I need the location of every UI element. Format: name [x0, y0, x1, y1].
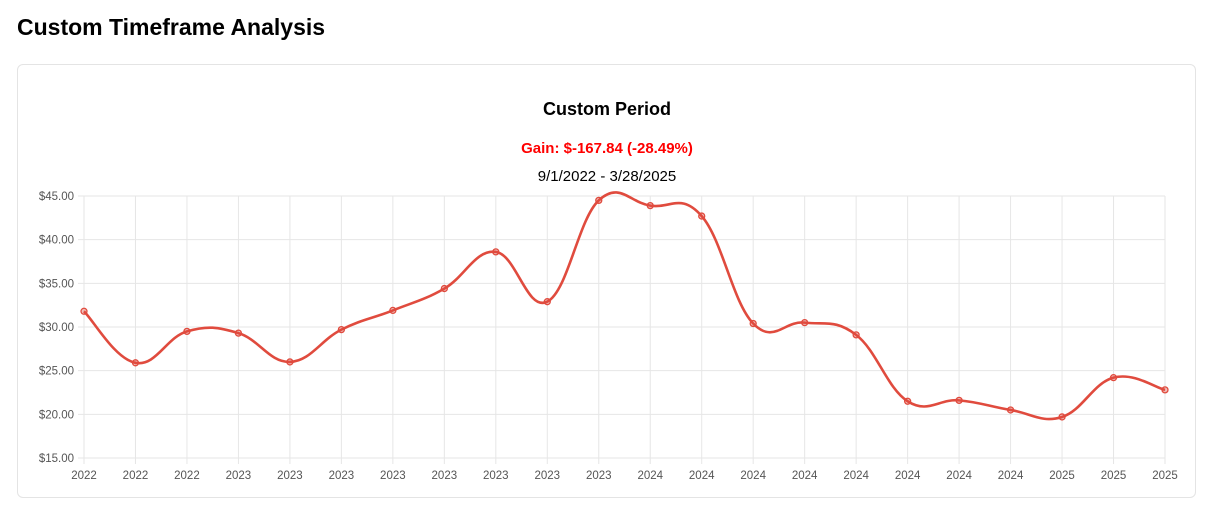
x-tick-label: 2024	[843, 470, 869, 482]
x-tick-label: 2023	[534, 470, 560, 482]
data-point[interactable]	[1109, 374, 1118, 382]
x-tick-label: 2022	[174, 470, 200, 482]
data-point[interactable]	[1058, 413, 1066, 421]
data-point[interactable]	[698, 212, 706, 220]
x-tick-label: 2025	[1101, 470, 1127, 482]
x-tick-label: 2024	[895, 470, 921, 482]
x-tick-label: 2025	[1152, 470, 1178, 482]
plot-area: $15.00 $20.00 $25.00 $30.00 $35.00 $40.00 $45.…	[39, 191, 1178, 482]
x-tick-label: 2022	[71, 470, 97, 482]
data-point[interactable]	[440, 284, 448, 293]
x-tick-label: 2024	[998, 470, 1024, 482]
data-point[interactable]	[183, 327, 191, 336]
x-tick-label: 2023	[432, 470, 458, 482]
data-point[interactable]	[80, 307, 88, 315]
y-tick-label: $15.00	[39, 453, 74, 465]
data-point[interactable]	[234, 329, 243, 337]
x-tick-label: 2022	[123, 470, 149, 482]
data-point[interactable]	[646, 201, 654, 210]
data-point[interactable]	[749, 319, 757, 328]
y-tick-label: $40.00	[39, 235, 74, 247]
series-line	[83, 191, 1166, 421]
y-tick-label: $25.00	[39, 366, 74, 378]
x-tick-label: 2023	[277, 470, 303, 482]
data-point[interactable]	[389, 306, 397, 315]
x-tick-label: 2024	[637, 470, 663, 482]
data-point[interactable]	[801, 318, 809, 327]
data-point[interactable]	[852, 331, 860, 339]
date-range: 9/1/2022 - 3/28/2025	[538, 168, 676, 185]
x-tick-label: 2024	[792, 470, 818, 482]
data-point[interactable]	[492, 248, 500, 256]
page-title: Custom Timeframe Analysis	[17, 14, 326, 40]
data-point[interactable]	[903, 397, 912, 405]
data-point[interactable]	[337, 325, 346, 334]
y-tick-label: $35.00	[39, 278, 74, 290]
x-tick-label: 2023	[483, 470, 509, 482]
x-tick-label: 2023	[586, 470, 612, 482]
data-point[interactable]	[1006, 406, 1015, 414]
x-tick-label: 2023	[226, 470, 252, 482]
x-tick-label: 2023	[329, 470, 355, 482]
chart-card: Custom Period Gain: $-167.84 (-28.49%) 9…	[17, 64, 1196, 498]
data-point[interactable]	[131, 359, 140, 367]
x-tick-label: 2025	[1049, 470, 1075, 482]
data-point[interactable]	[543, 298, 551, 306]
x-tick-label: 2024	[689, 470, 715, 482]
line-chart: Custom Period Gain: $-167.84 (-28.49%) 9…	[39, 99, 1178, 482]
data-point[interactable]	[1161, 386, 1169, 394]
gain-summary: Gain: $-167.84 (-28.49%)	[521, 140, 693, 157]
chart-title: Custom Period	[543, 99, 671, 119]
data-point[interactable]	[595, 196, 603, 205]
y-tick-label: $30.00	[39, 322, 74, 334]
x-tick-label: 2024	[740, 470, 766, 482]
x-tick-label: 2023	[380, 470, 406, 482]
x-tick-label: 2024	[946, 470, 972, 482]
y-tick-label: $20.00	[39, 409, 74, 421]
data-point[interactable]	[286, 358, 294, 366]
data-point[interactable]	[955, 396, 963, 405]
y-tick-label: $45.00	[39, 191, 74, 203]
